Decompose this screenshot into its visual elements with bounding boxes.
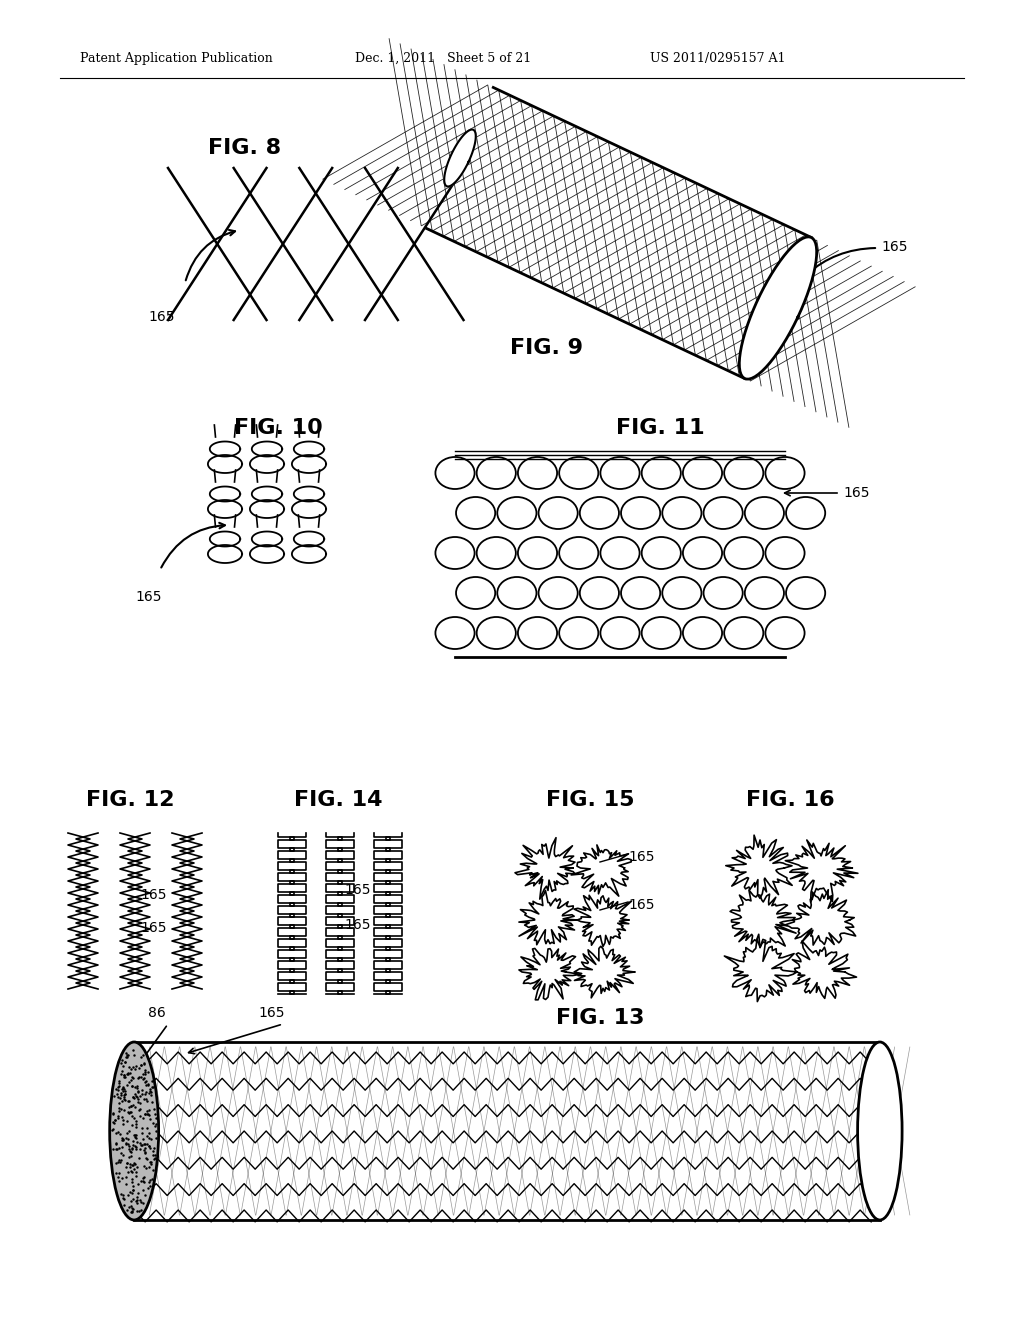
Ellipse shape bbox=[858, 1041, 902, 1220]
Text: FIG. 12: FIG. 12 bbox=[86, 789, 174, 810]
Text: FIG. 10: FIG. 10 bbox=[233, 418, 323, 438]
Text: US 2011/0295157 A1: US 2011/0295157 A1 bbox=[650, 51, 785, 65]
Text: 165: 165 bbox=[628, 898, 654, 912]
Polygon shape bbox=[444, 129, 476, 186]
Text: FIG. 11: FIG. 11 bbox=[615, 418, 705, 438]
Text: 165: 165 bbox=[140, 921, 167, 935]
Text: FIG. 15: FIG. 15 bbox=[546, 789, 634, 810]
Text: FIG. 8: FIG. 8 bbox=[209, 139, 282, 158]
Text: 165: 165 bbox=[344, 917, 371, 932]
Ellipse shape bbox=[110, 1041, 159, 1220]
Text: 165: 165 bbox=[628, 850, 654, 865]
Text: Dec. 1, 2011   Sheet 5 of 21: Dec. 1, 2011 Sheet 5 of 21 bbox=[355, 51, 531, 65]
Text: 165: 165 bbox=[258, 1006, 285, 1020]
Text: 165: 165 bbox=[140, 888, 167, 902]
Text: Patent Application Publication: Patent Application Publication bbox=[80, 51, 272, 65]
Text: 165: 165 bbox=[843, 486, 869, 500]
Text: 165: 165 bbox=[135, 590, 162, 605]
Text: FIG. 13: FIG. 13 bbox=[556, 1008, 644, 1028]
Polygon shape bbox=[739, 236, 817, 379]
Text: 86: 86 bbox=[148, 1006, 166, 1020]
Text: FIG. 9: FIG. 9 bbox=[510, 338, 583, 358]
Text: 165: 165 bbox=[344, 883, 371, 898]
Text: FIG. 14: FIG. 14 bbox=[294, 789, 382, 810]
Text: FIG. 16: FIG. 16 bbox=[745, 789, 835, 810]
Text: 165: 165 bbox=[148, 310, 174, 323]
Text: 165: 165 bbox=[881, 240, 907, 253]
